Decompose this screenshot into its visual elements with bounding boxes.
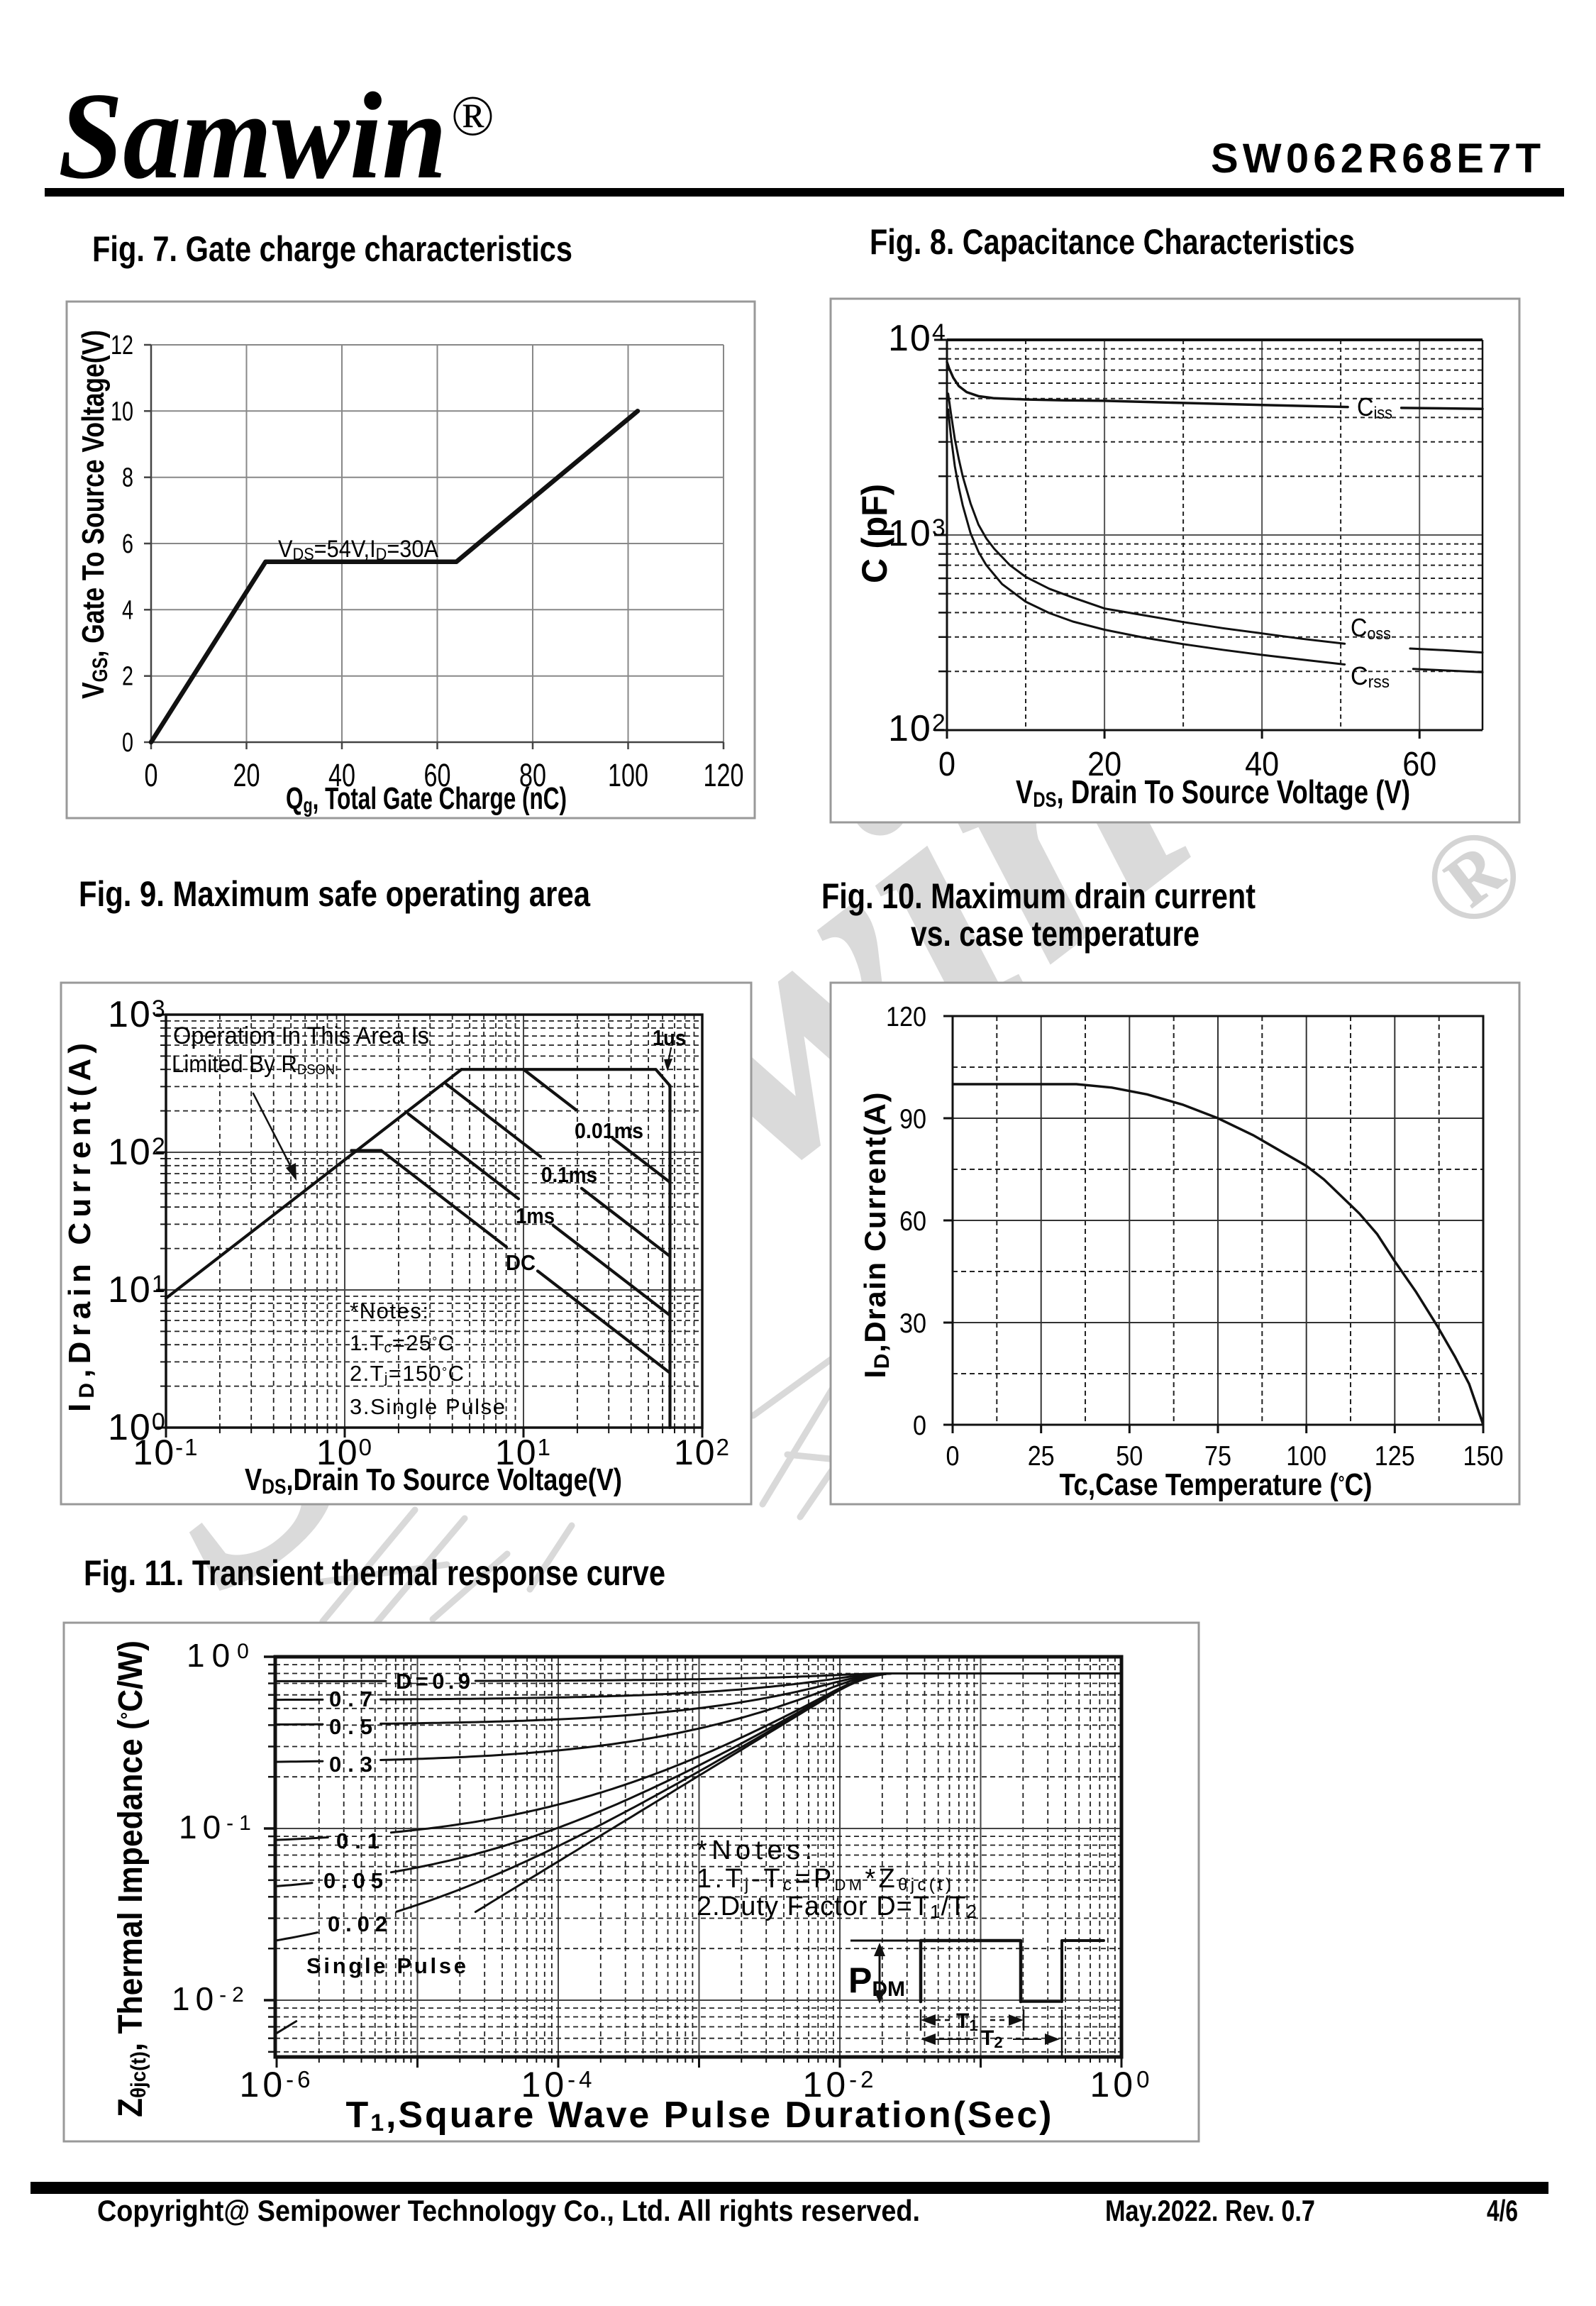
svg-text:10: 10: [111, 397, 133, 426]
svg-text:Zθjc(t), Thermal Impedance (°: Zθjc(t), Thermal Impedance (°C/W): [112, 1640, 150, 2117]
svg-text:VDS, Drain To Source Voltage (: VDS, Drain To Source Voltage (V): [1016, 773, 1410, 812]
svg-text:Fig. 9. Maximum safe operating: Fig. 9. Maximum safe operating area: [79, 874, 591, 914]
svg-text:100: 100: [108, 1407, 167, 1448]
svg-text:Fig. 11. Transient thermal res: Fig. 11. Transient thermal response curv…: [84, 1553, 665, 1593]
svg-text:0: 0: [145, 757, 158, 793]
svg-text:0.05: 0.05: [323, 1868, 383, 1893]
svg-text:*Notes:: *Notes:: [350, 1298, 428, 1323]
svg-text:60: 60: [424, 757, 451, 793]
svg-text:20: 20: [233, 757, 260, 793]
svg-text:1ms: 1ms: [516, 1203, 555, 1228]
svg-text:Tc,Case Temperature (°C): Tc,Case Temperature (°C): [1060, 1467, 1373, 1502]
svg-text:SW062R68E7T: SW062R68E7T: [1211, 136, 1541, 182]
svg-text:vs. case temperature: vs. case temperature: [911, 914, 1199, 954]
svg-text:ID,Drain Current(A): ID,Drain Current(A): [62, 1043, 99, 1412]
svg-text:50: 50: [1116, 1441, 1143, 1472]
svg-text:60: 60: [899, 1206, 926, 1237]
svg-text:3.Single Pulse: 3.Single Pulse: [350, 1394, 505, 1419]
svg-text:0.1ms: 0.1ms: [541, 1162, 597, 1187]
svg-text:®: ®: [451, 85, 494, 148]
svg-text:90: 90: [899, 1104, 926, 1135]
svg-text:Copyright@ Semipower Technolog: Copyright@ Semipower Technology Co., Ltd…: [97, 2194, 920, 2227]
svg-text:VDS,Drain To Source Voltage(V): VDS,Drain To Source Voltage(V): [245, 1462, 622, 1499]
svg-text:0: 0: [946, 1441, 960, 1472]
svg-text:Fig. 10. Maximum drain current: Fig. 10. Maximum drain current: [821, 876, 1256, 916]
svg-text:2: 2: [122, 662, 133, 692]
svg-text:75: 75: [1204, 1441, 1231, 1472]
svg-text:60: 60: [1402, 746, 1436, 783]
svg-text:20: 20: [1087, 746, 1121, 783]
svg-text:125: 125: [1375, 1441, 1415, 1472]
svg-text:40: 40: [328, 757, 355, 793]
svg-text:0: 0: [913, 1411, 926, 1441]
svg-text:DC: DC: [506, 1250, 536, 1275]
svg-text:C (pF): C (pF): [855, 484, 894, 583]
svg-text:150: 150: [1463, 1441, 1504, 1472]
svg-text:120: 120: [704, 757, 744, 793]
svg-text:25: 25: [1028, 1441, 1055, 1472]
svg-text:ID,Drain Current(A): ID,Drain Current(A): [858, 1093, 894, 1379]
svg-text:100: 100: [316, 1433, 373, 1472]
svg-text:12: 12: [111, 331, 133, 360]
svg-text:30: 30: [899, 1308, 926, 1339]
svg-text:Fig. 7. Gate charge characteri: Fig. 7. Gate charge characteristics: [92, 229, 572, 269]
svg-text:80: 80: [519, 757, 546, 793]
svg-text:May.2022. Rev. 0.7: May.2022. Rev. 0.7: [1105, 2194, 1315, 2227]
svg-text:100: 100: [608, 757, 648, 793]
svg-text:0.5: 0.5: [329, 1714, 372, 1739]
svg-text:1us: 1us: [653, 1025, 686, 1050]
svg-text:VGS, Gate To Source Voltage(: VGS, Gate To Source Voltage(V): [76, 330, 112, 699]
svg-text:0.7: 0.7: [329, 1687, 372, 1711]
svg-text:0.02: 0.02: [328, 1911, 387, 1936]
svg-text:0.1: 0.1: [336, 1828, 379, 1853]
svg-text:Qg, Total Gate Charge (nC): Qg, Total Gate Charge (nC): [286, 781, 567, 817]
svg-text:Samwin: Samwin: [58, 67, 447, 204]
svg-text:Fig. 8. Capacitance Characteri: Fig. 8. Capacitance Characteristics: [870, 222, 1355, 262]
svg-text:6: 6: [122, 529, 133, 559]
svg-text:102: 102: [674, 1433, 731, 1472]
svg-text:4: 4: [122, 595, 133, 625]
svg-text:100: 100: [1286, 1441, 1326, 1472]
svg-text:0: 0: [122, 728, 133, 758]
svg-text:D=0.9: D=0.9: [396, 1669, 470, 1694]
svg-text:1.Tc=25°C: 1.Tc=25°C: [350, 1330, 454, 1356]
svg-text:0.01ms: 0.01ms: [575, 1118, 643, 1143]
svg-text:8: 8: [122, 463, 133, 493]
svg-text:4/6: 4/6: [1487, 2194, 1518, 2227]
svg-text:Operation In This Area Is: Operation In This Area Is: [173, 1022, 429, 1049]
svg-text:T1,Square Wave Pulse Duration(: T1,Square Wave Pulse Duration(Sec): [346, 2095, 1052, 2136]
svg-text:40: 40: [1245, 746, 1279, 783]
svg-text:0: 0: [938, 746, 955, 783]
svg-text:103: 103: [108, 994, 167, 1035]
svg-text:0.3: 0.3: [329, 1752, 372, 1777]
svg-text:101: 101: [108, 1269, 167, 1311]
svg-text:120: 120: [886, 1002, 926, 1032]
